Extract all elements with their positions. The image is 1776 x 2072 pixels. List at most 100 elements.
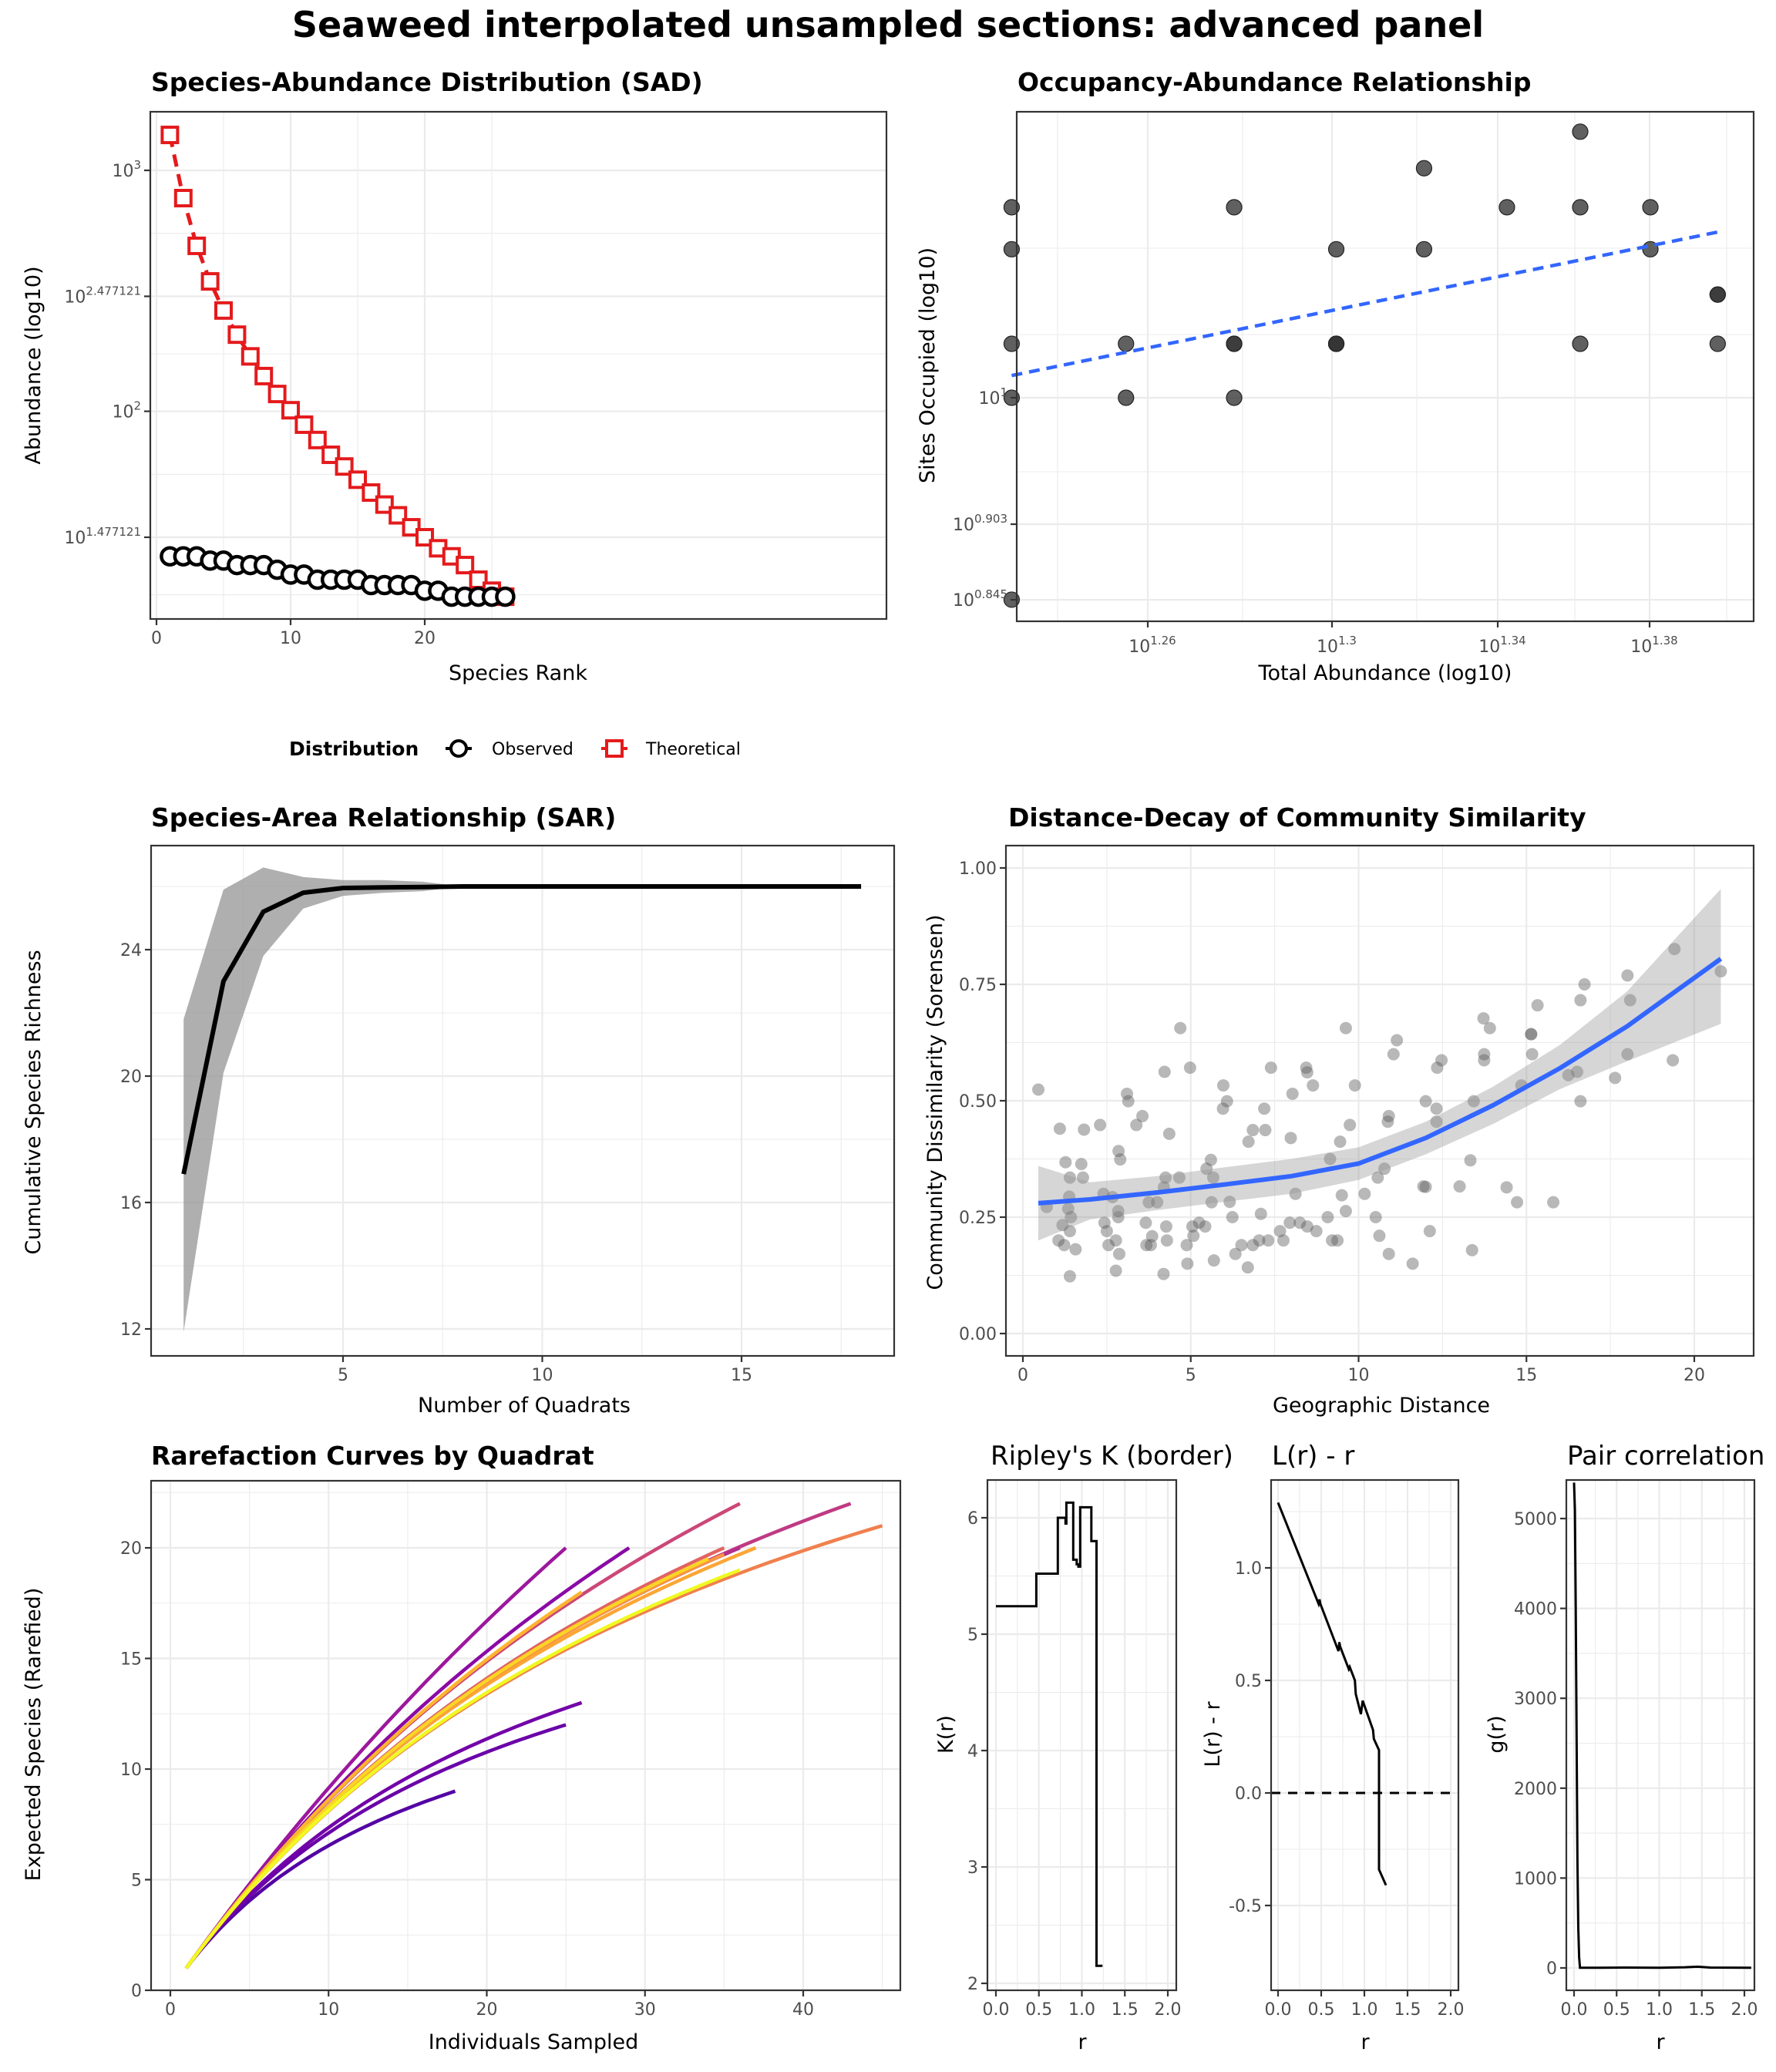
scatter-point: [1339, 1205, 1352, 1218]
scatter-point: [1286, 1087, 1299, 1100]
scatter-point: [1623, 994, 1636, 1007]
scatter-point: [1144, 1239, 1157, 1252]
y-tick-label: 3: [967, 1858, 978, 1878]
scatter-point: [1052, 1234, 1065, 1247]
scatter-point: [1094, 1118, 1107, 1132]
scatter-point: [1075, 1158, 1088, 1171]
scatter-point: [1063, 1270, 1076, 1283]
scatter-point: [1417, 1180, 1430, 1193]
rarefaction-plot: 0 10 20 30 40 0 5 10 15 20: [120, 1479, 902, 2020]
scatter-point: [1098, 1216, 1111, 1229]
theoretical-point: [388, 506, 408, 525]
scatter-point: [1525, 1028, 1538, 1041]
y-tick-label: 0.75: [959, 976, 997, 995]
scatter-point: [1358, 1187, 1371, 1200]
x-tick-label: 15: [1515, 1366, 1537, 1385]
y-tick-label: 1.00: [959, 859, 997, 879]
sar-y-axis-title: Cumulative Species Richness: [22, 950, 45, 1254]
scatter-point: [1159, 1171, 1172, 1184]
scatter-point: [1142, 1196, 1155, 1209]
scatter-point: [1430, 1102, 1443, 1115]
x-tick-label: 1.0: [1646, 2000, 1673, 2020]
scatter-point: [1003, 335, 1021, 352]
scatter-point: [1109, 1234, 1122, 1247]
legend-key-observed: [446, 739, 472, 758]
y-tick-label: 0: [131, 1982, 142, 2001]
theoretical-point: [456, 556, 475, 575]
y-tick-label: 20: [120, 1068, 142, 1087]
scatter-point: [1668, 943, 1681, 956]
scatter-point: [1112, 1205, 1125, 1218]
scatter-point: [1467, 1095, 1480, 1108]
occupancy-title: Occupancy-Abundance Relationship: [1018, 67, 1531, 97]
x-tick-label: 0: [151, 629, 162, 648]
y-tick-label: 0.50: [959, 1092, 997, 1112]
scatter-point: [1430, 1115, 1443, 1128]
scatter-point: [1186, 1220, 1199, 1233]
scatter-point: [1159, 1220, 1172, 1233]
legend-label-observed: Observed: [492, 740, 574, 759]
scatter-point: [1307, 1079, 1320, 1092]
scatter-point: [1300, 1220, 1314, 1233]
scatter-point: [1642, 199, 1659, 216]
theoretical-point: [281, 401, 300, 420]
y-tick-label: 16: [120, 1194, 142, 1213]
panel-background: [150, 112, 886, 619]
scatter-point: [1139, 1216, 1152, 1229]
x-tick-label: 10: [1348, 1366, 1370, 1385]
panel-border: [150, 1479, 902, 1992]
confidence-band: [1038, 889, 1721, 1241]
panel-background: [1017, 112, 1754, 621]
scatter-point: [1172, 1171, 1186, 1184]
y-tick-label: 12: [120, 1320, 142, 1340]
x-tick-label: 0: [1018, 1366, 1028, 1385]
sar-title: Species-Area Relationship (SAR): [151, 802, 616, 832]
scatter-point: [1500, 1181, 1513, 1194]
ripley-k-x-axis-title: r: [1078, 2030, 1087, 2054]
y-tick-label: 101.477121: [64, 525, 141, 548]
scatter-point: [1276, 1234, 1290, 1247]
scatter-point: [1181, 1257, 1194, 1270]
scatter-point: [1344, 1118, 1357, 1132]
scatter-point: [1226, 199, 1243, 216]
theoretical-point: [173, 189, 193, 208]
distance-decay-x-axis-title: Geographic Distance: [1273, 1394, 1490, 1418]
scatter-point: [1525, 1048, 1539, 1061]
y-tick-label: 15: [120, 1650, 142, 1670]
l-function-line: [1276, 1502, 1388, 1886]
scatter-point: [1121, 1087, 1134, 1100]
y-tick-label: 0.0: [1235, 1784, 1262, 1804]
scatter-point: [1109, 1264, 1122, 1277]
scatter-point: [1187, 1229, 1200, 1243]
rarefaction-x-axis-title: Individuals Sampled: [429, 2030, 639, 2054]
scatter-point: [1246, 1124, 1260, 1137]
scatter-point: [1063, 1171, 1076, 1184]
scatter-point: [1130, 1118, 1143, 1132]
x-tick-label: 15: [731, 1366, 752, 1385]
y-tick-label: 5: [131, 1872, 142, 1891]
scatter-point: [1032, 1083, 1045, 1096]
pair-correlation-plot: 0.0 0.5 1.0 1.5 2.0 0 1000 2000 3000 4000 5000: [1514, 1478, 1758, 2020]
scatter-point: [1483, 1021, 1496, 1034]
scatter-point: [1114, 1153, 1127, 1166]
scatter-point: [1572, 199, 1589, 216]
y-tick-label: 2000: [1514, 1780, 1557, 1799]
scatter-point: [1498, 199, 1515, 216]
scatter-point: [1200, 1162, 1213, 1176]
scatter-point: [1465, 1243, 1478, 1256]
scatter-point: [1059, 1155, 1072, 1169]
scatter-point: [1207, 1254, 1220, 1267]
x-tick-label: 0.5: [1603, 2000, 1630, 2020]
square-marker-icon: [605, 739, 624, 758]
scatter-point: [1331, 1234, 1344, 1247]
smooth-line: [1038, 957, 1723, 1206]
scatter-point: [1391, 1034, 1404, 1047]
scatter-point: [1327, 240, 1345, 257]
l-function-title: L(r) - r: [1272, 1441, 1354, 1472]
theoretical-point: [375, 495, 394, 514]
scatter-point: [1206, 1171, 1219, 1184]
theoretical-point: [214, 301, 233, 320]
scatter-point: [1381, 1115, 1394, 1128]
y-tick-label: 24: [120, 941, 142, 960]
